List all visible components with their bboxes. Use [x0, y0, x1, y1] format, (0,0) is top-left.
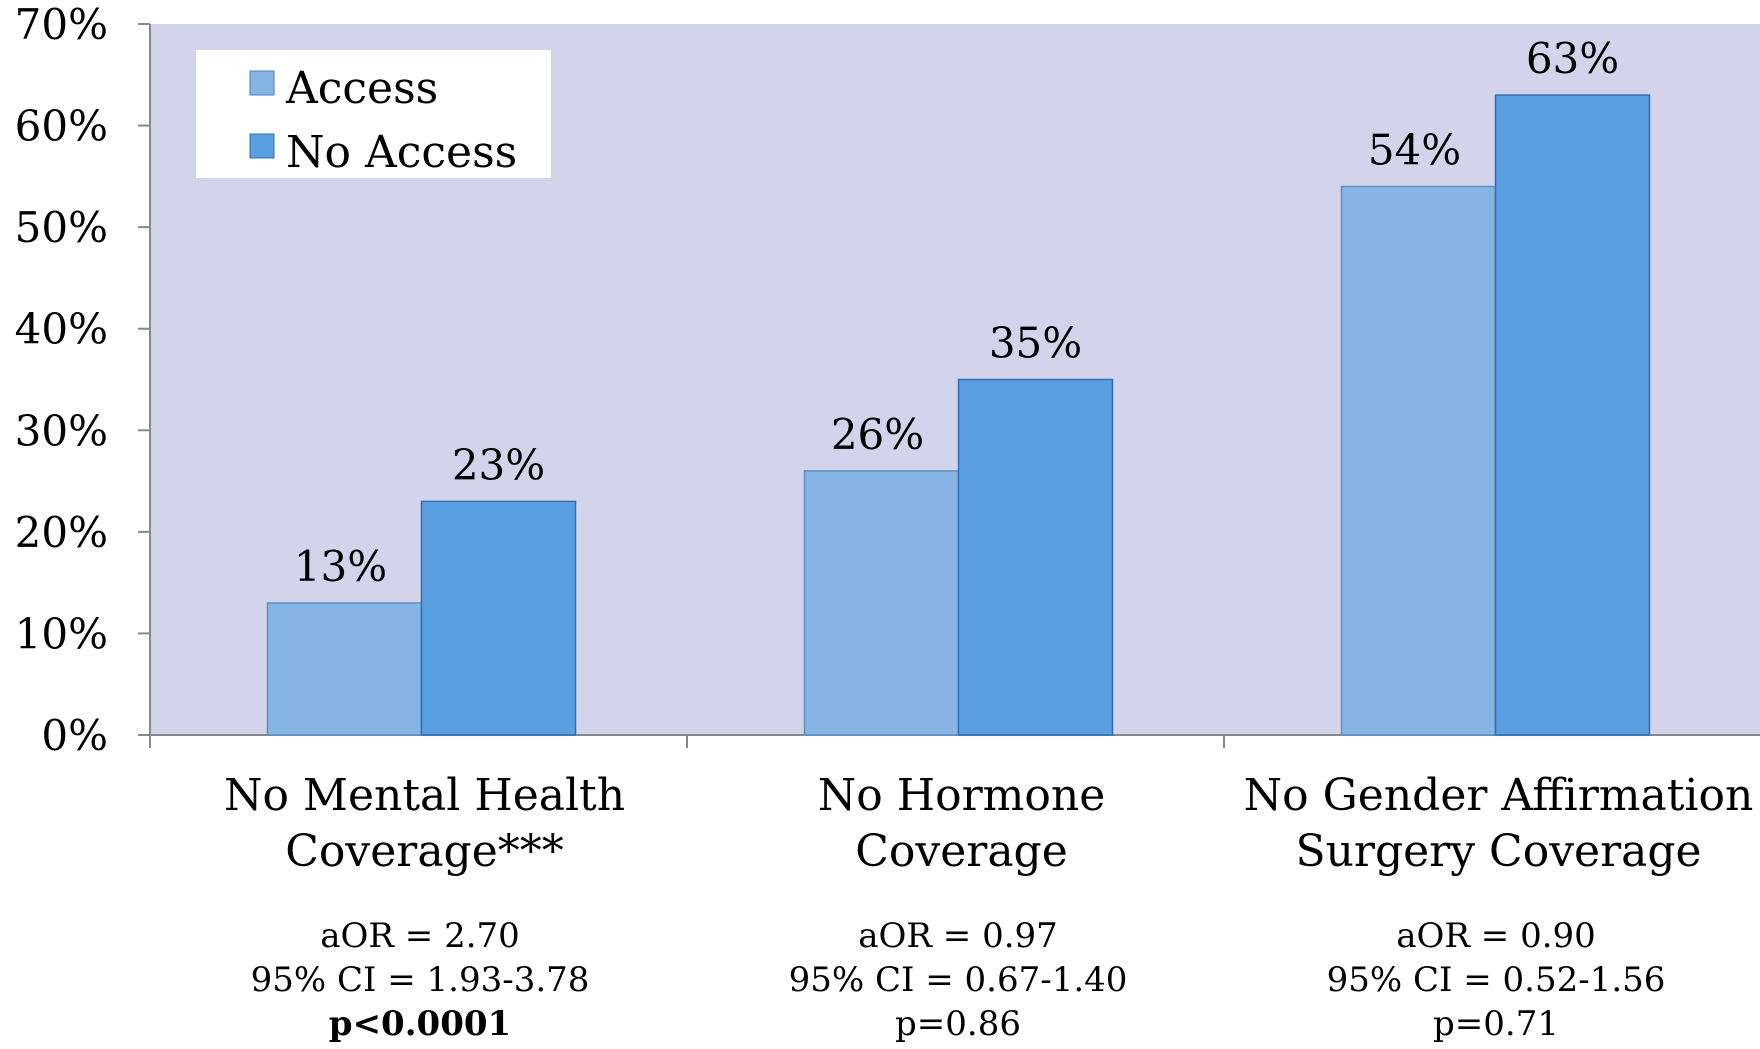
bar-no-access: [957, 378, 1114, 736]
stats-ci: 95% CI = 0.52-1.56: [1326, 960, 1666, 1000]
y-axis: 0% 10% 20% 30% 40% 50% 60% 70%: [15, 0, 151, 760]
stats-p-value: p<0.0001: [328, 1004, 512, 1044]
bar-value-label: 26%: [831, 410, 924, 459]
bar-chart: 0% 10% 20% 30% 40% 50% 60% 70% 13% 23% 26% 35% 54% 6…: [15, 0, 1760, 877]
stats-group-gender-affirmation: aOR = 0.90 95% CI = 0.52-1.56 p=0.71: [1286, 914, 1706, 1046]
legend-label-access: Access: [285, 63, 438, 114]
y-tick-label: 10%: [15, 609, 108, 658]
stats-group-hormone: aOR = 0.97 95% CI = 0.67-1.40 p=0.86: [748, 914, 1168, 1046]
bar-value-label: 35%: [989, 319, 1082, 368]
x-axis: [149, 734, 1760, 748]
y-tick-label: 0%: [41, 711, 108, 760]
y-tick-label: 60%: [15, 102, 108, 151]
legend: Access No Access: [196, 50, 551, 178]
bar-value-label: 54%: [1368, 126, 1461, 175]
category-label: Coverage: [855, 826, 1068, 877]
legend-swatch-access: [249, 70, 275, 96]
category-label: No Hormone: [818, 770, 1105, 821]
bar-access: [1340, 185, 1497, 736]
legend-label-no-access: No Access: [286, 127, 517, 178]
bar-value-label: 23%: [452, 440, 545, 489]
stats-group-mental-health: aOR = 2.70 95% CI = 1.93-3.78 p<0.0001: [210, 914, 630, 1046]
category-label: Coverage***: [285, 826, 564, 877]
stats-ci: 95% CI = 0.67-1.40: [788, 960, 1128, 1000]
y-tick-label: 70%: [15, 0, 108, 49]
bar-value-label: 63%: [1526, 34, 1619, 83]
bar-no-access: [420, 500, 577, 736]
category-label: No Gender Affirmation: [1244, 770, 1754, 821]
legend-swatch-no-access: [249, 133, 275, 159]
stats-aor: aOR = 0.97: [858, 916, 1058, 956]
stats-aor: aOR = 2.70: [320, 916, 520, 956]
bars: [266, 94, 1651, 736]
stats-p-value: p=0.71: [1433, 1004, 1559, 1044]
y-tick-label: 30%: [15, 406, 108, 455]
y-tick-label: 20%: [15, 508, 108, 557]
bar-access: [803, 470, 960, 736]
stats-p-value: p=0.86: [895, 1004, 1021, 1044]
bar-no-access: [1494, 94, 1651, 736]
bar-labels: 13% 23% 26% 35% 54% 63%: [294, 34, 1619, 591]
bar-value-label: 13%: [294, 542, 387, 591]
bar-access: [266, 602, 423, 736]
stats-aor: aOR = 0.90: [1396, 916, 1596, 956]
y-tick-label: 50%: [15, 203, 108, 252]
y-tick-label: 40%: [15, 305, 108, 354]
category-label: Surgery Coverage: [1295, 826, 1701, 877]
stats-ci: 95% CI = 1.93-3.78: [250, 960, 590, 1000]
category-label: No Mental Health: [224, 770, 625, 821]
